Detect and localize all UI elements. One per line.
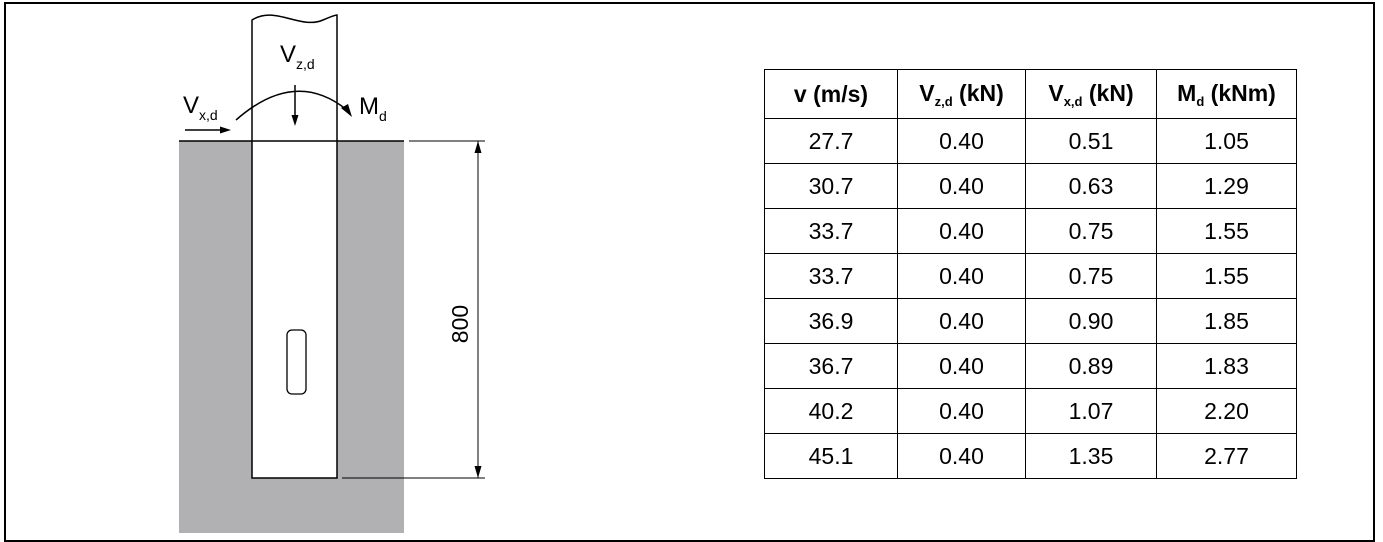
table-row: 27.7 0.40 0.51 1.05 xyxy=(764,118,1297,164)
post-body xyxy=(251,14,338,479)
table-cell: 36.7 xyxy=(764,343,898,389)
vertical-load-arrow-icon xyxy=(291,115,299,126)
table-cell: 0.40 xyxy=(897,118,1026,164)
dimension-arrow-top-icon xyxy=(474,141,482,153)
table-row: 36.7 0.40 0.89 1.83 xyxy=(764,343,1297,389)
table-cell: 0.40 xyxy=(897,208,1026,254)
table-cell: 30.7 xyxy=(764,163,898,209)
load-table: v (m/s) Vz,d (kN) Vx,d (kN) Md (kNm) 27.… xyxy=(764,69,1297,479)
table-row: 30.7 0.40 0.63 1.29 xyxy=(764,163,1297,209)
table-cell: 2.20 xyxy=(1156,388,1297,434)
table-cell: 0.89 xyxy=(1025,343,1157,389)
table-row: 33.7 0.40 0.75 1.55 xyxy=(764,253,1297,299)
table-header-row: v (m/s) Vz,d (kN) Vx,d (kN) Md (kNm) xyxy=(764,69,1297,119)
header-vertical-load: Vz,d (kN) xyxy=(897,69,1026,119)
table-cell: 0.90 xyxy=(1025,298,1157,344)
table-cell: 27.7 xyxy=(764,118,898,164)
handhole-opening xyxy=(286,329,307,395)
table-cell: 0.40 xyxy=(897,253,1026,299)
table-cell: 1.35 xyxy=(1025,433,1157,479)
table-cell: 40.2 xyxy=(764,388,898,434)
table-cell: 1.55 xyxy=(1156,253,1297,299)
header-horizontal-load: Vx,d (kN) xyxy=(1025,69,1157,119)
table-cell: 0.75 xyxy=(1025,208,1157,254)
moment-arc xyxy=(235,90,348,121)
table-cell: 0.51 xyxy=(1025,118,1157,164)
table-cell: 1.55 xyxy=(1156,208,1297,254)
table-cell: 1.05 xyxy=(1156,118,1297,164)
table-cell: 1.85 xyxy=(1156,298,1297,344)
moment-label: Md xyxy=(359,93,387,124)
table-cell: 1.83 xyxy=(1156,343,1297,389)
table-cell: 0.40 xyxy=(897,298,1026,344)
table-cell: 1.07 xyxy=(1025,388,1157,434)
header-moment: Md (kNm) xyxy=(1156,69,1297,119)
table-row: 45.1 0.40 1.35 2.77 xyxy=(764,433,1297,479)
depth-dimension-label: 800 xyxy=(447,305,473,343)
table-cell: 0.75 xyxy=(1025,253,1157,299)
table-cell: 0.40 xyxy=(897,343,1026,389)
table-cell: 2.77 xyxy=(1156,433,1297,479)
table-row: 33.7 0.40 0.75 1.55 xyxy=(764,208,1297,254)
header-wind-speed: v (m/s) xyxy=(764,69,898,119)
horizontal-load-label: Vx,d xyxy=(183,92,218,123)
table-cell: 0.40 xyxy=(897,388,1026,434)
table-row: 36.9 0.40 0.90 1.85 xyxy=(764,298,1297,344)
table-cell: 0.40 xyxy=(897,433,1026,479)
table-cell: 33.7 xyxy=(764,253,898,299)
moment-arrow-icon xyxy=(341,104,352,117)
dimension-arrow-bottom-icon xyxy=(474,466,482,478)
table-cell: 33.7 xyxy=(764,208,898,254)
table-row: 40.2 0.40 1.07 2.20 xyxy=(764,388,1297,434)
post-foundation-diagram: 800 Vz,d Vx,d Md xyxy=(179,14,485,533)
horizontal-load-arrow-icon xyxy=(220,126,231,134)
table-cell: 0.63 xyxy=(1025,163,1157,209)
vertical-load-label: Vz,d xyxy=(280,41,315,72)
table-cell: 36.9 xyxy=(764,298,898,344)
table-cell: 45.1 xyxy=(764,433,898,479)
table-cell: 0.40 xyxy=(897,163,1026,209)
table-cell: 1.29 xyxy=(1156,163,1297,209)
